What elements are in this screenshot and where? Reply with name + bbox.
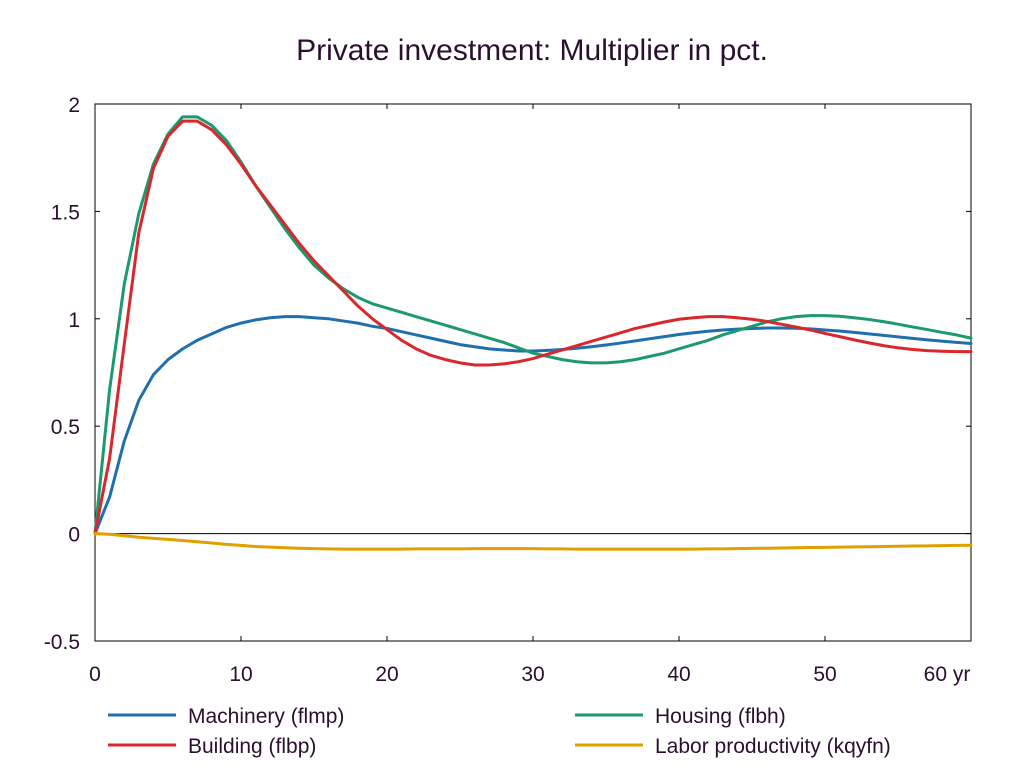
y-tick-label: 1 (68, 309, 80, 332)
y-tick-label: 2 (68, 94, 80, 117)
x-axis: 0 10 20 30 40 50 60 yr (89, 104, 972, 686)
plot-area-frame (94, 103, 972, 642)
y-tick-label: 0.5 (51, 416, 80, 439)
x-tick-label: 60 yr (924, 663, 971, 686)
x-tick-label: 20 (375, 663, 398, 686)
series-line-machinery-flmp (93, 315, 973, 536)
legend-label-machinery-flmp: Machinery (flmp) (188, 705, 344, 728)
series-lines (93, 115, 973, 551)
x-tick-label: 0 (89, 663, 101, 686)
legend-label-labor-productivity-kqyfn: Labor productivity (kqyfn) (655, 735, 891, 758)
x-tick-label: 10 (229, 663, 252, 686)
legend-label-housing-flbh: Housing (flbh) (655, 705, 786, 728)
x-tick-label: 30 (521, 663, 544, 686)
legend-label-building-flbp: Building (flbp) (188, 735, 316, 758)
series-line-building-flbp (93, 119, 973, 536)
y-tick-label: 0 (68, 524, 80, 547)
y-tick-label: -0.5 (44, 631, 80, 654)
y-tick-label: 1.5 (51, 201, 80, 224)
x-tick-label: 40 (667, 663, 690, 686)
chart-title: Private investment: Multiplier in pct. (296, 34, 768, 67)
y-axis: -0.5 0 0.5 1 1.5 2 (44, 94, 971, 654)
series-line-housing-flbh (93, 115, 973, 536)
x-tick-label: 50 (813, 663, 836, 686)
series-line-labor-productivity-kqyfn (93, 532, 973, 551)
legend: Machinery (flmp) Housing (flbh) Building (… (108, 705, 891, 758)
